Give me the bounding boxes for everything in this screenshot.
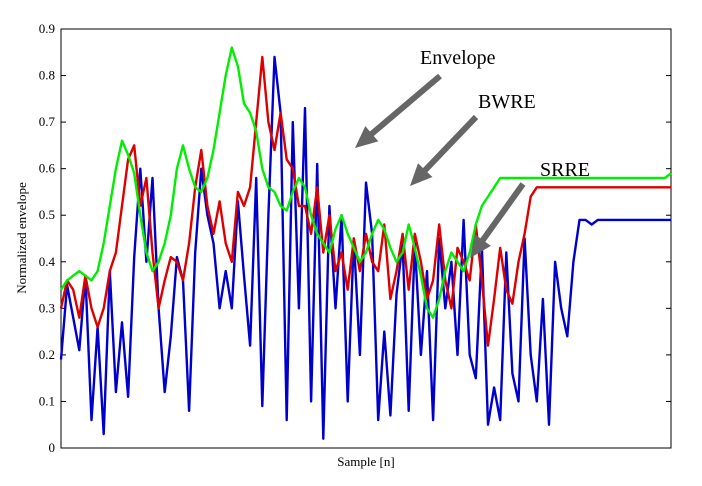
x-axis-label: Sample [n] [337, 454, 394, 469]
y-ticks: 0 0.1 0.2 0.3 0.4 0.5 0.6 0.7 0.8 0.9 [39, 21, 671, 455]
annotation-layer: Envelope BWRE SRRE [355, 47, 590, 258]
series-layer [59, 46, 672, 440]
y-tick-label: 0.1 [39, 393, 55, 408]
plot-frame [60, 28, 672, 449]
annotation-arrow-head [410, 163, 433, 186]
annotation-arrow-shaft [415, 114, 479, 180]
annotation-arrow-shaft [473, 182, 526, 251]
annotation-arrow-head [355, 126, 379, 148]
y-tick-label: 0 [49, 440, 56, 455]
series-line-0 [59, 55, 671, 440]
annotation-arrow-head [470, 234, 491, 258]
annotation-label: SRRE [540, 159, 590, 181]
series-line-2 [59, 46, 672, 319]
y-tick-label: 0.3 [39, 300, 55, 315]
series-line-1 [59, 55, 671, 347]
y-tick-label: 0.5 [39, 207, 55, 222]
annotation-label: BWRE [478, 91, 536, 113]
annotation-label: Envelope [420, 47, 496, 69]
y-tick-label: 0.8 [39, 68, 55, 83]
y-tick-label: 0.7 [39, 114, 56, 129]
annotation-arrow-shaft [363, 73, 442, 142]
y-tick-label: 0.6 [39, 161, 56, 176]
y-tick-label: 0.4 [39, 254, 56, 269]
y-axis-label: Normalized envelope [14, 182, 29, 294]
y-tick-label: 0.9 [39, 21, 55, 36]
y-tick-label: 0.2 [39, 347, 55, 362]
